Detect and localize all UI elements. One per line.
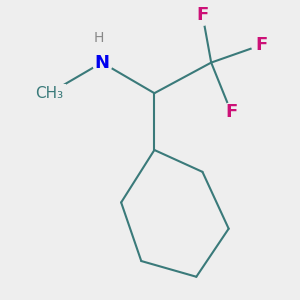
Text: H: H <box>93 31 103 45</box>
Text: F: F <box>255 36 267 54</box>
Text: F: F <box>196 5 208 23</box>
Text: N: N <box>94 54 110 72</box>
Text: CH₃: CH₃ <box>35 86 64 101</box>
Text: F: F <box>225 103 237 122</box>
